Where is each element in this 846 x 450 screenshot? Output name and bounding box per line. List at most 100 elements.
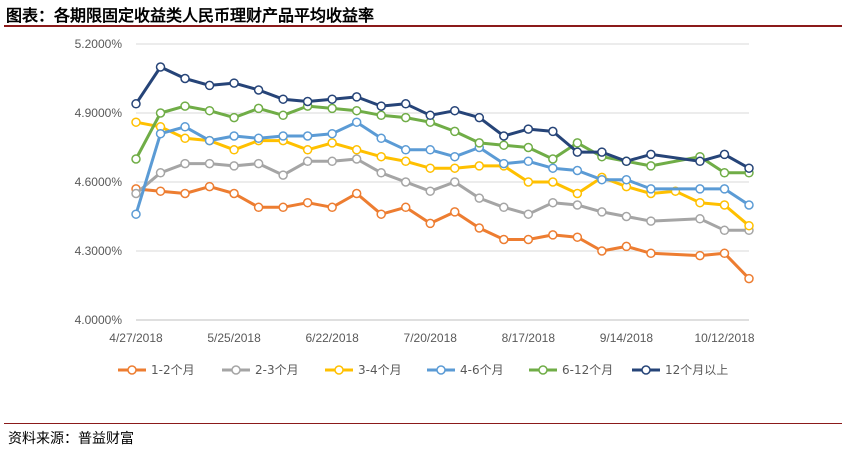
y-tick-label: 4.3000%	[75, 244, 123, 258]
data-point	[302, 197, 313, 208]
data-point	[400, 112, 411, 123]
data-point	[253, 202, 264, 213]
data-point	[400, 99, 411, 109]
x-tick-label: 6/22/2018	[305, 331, 359, 345]
data-point	[646, 149, 656, 160]
data-point	[302, 145, 313, 155]
data-point	[229, 131, 239, 141]
data-point	[253, 85, 264, 95]
data-point	[450, 105, 460, 116]
data-point	[621, 241, 632, 252]
series-lines	[131, 62, 754, 284]
data-point	[376, 168, 386, 178]
x-tick-label: 8/17/2018	[502, 331, 556, 345]
data-point	[450, 126, 460, 137]
data-point	[131, 99, 141, 109]
data-point	[131, 188, 141, 199]
data-point	[155, 128, 166, 139]
data-point	[204, 181, 215, 192]
x-tick-label: 10/12/2018	[694, 331, 754, 345]
data-point	[597, 147, 607, 157]
data-point	[229, 78, 239, 88]
data-point	[572, 232, 583, 242]
legend-marker	[538, 365, 548, 375]
data-point	[572, 188, 583, 199]
x-tick-label: 7/20/2018	[404, 331, 458, 345]
data-point	[719, 248, 730, 259]
data-point	[621, 174, 632, 185]
series-6	[131, 62, 754, 173]
data-point	[155, 108, 166, 118]
legend-label: 1-2个月	[151, 363, 195, 377]
data-point	[229, 112, 239, 123]
data-point	[572, 138, 583, 148]
data-point	[204, 80, 215, 91]
source-rule	[4, 423, 842, 424]
data-point	[499, 234, 509, 245]
data-point	[548, 163, 558, 173]
data-point	[327, 202, 337, 213]
data-point	[548, 197, 558, 208]
data-point	[327, 138, 337, 148]
chart-title: 图表：各期限固定收益类人民币理财产品平均收益率	[6, 6, 375, 25]
data-point	[523, 234, 534, 245]
series-4	[131, 117, 754, 219]
data-point	[376, 209, 386, 219]
data-point	[474, 193, 485, 203]
series-1	[131, 181, 754, 284]
data-point	[302, 156, 313, 167]
data-point	[253, 103, 264, 114]
data-point	[376, 133, 386, 144]
data-point	[327, 103, 337, 114]
legend-label: 6-12个月	[562, 363, 613, 377]
data-point	[180, 133, 190, 144]
data-point	[327, 156, 337, 167]
legend-marker	[641, 365, 651, 375]
data-point	[131, 117, 141, 127]
data-point	[499, 131, 509, 141]
data-point	[695, 184, 705, 194]
data-point	[155, 62, 166, 72]
data-point	[548, 230, 558, 240]
title-rule	[4, 25, 842, 27]
data-point	[646, 161, 656, 171]
data-point	[450, 163, 460, 173]
legend-marker	[231, 365, 241, 375]
legend-marker	[127, 365, 137, 375]
data-point	[646, 184, 656, 194]
data-point	[621, 211, 632, 222]
data-point	[499, 202, 509, 213]
x-tick-label: 5/25/2018	[207, 331, 261, 345]
data-point	[474, 138, 485, 148]
data-point	[499, 158, 509, 169]
data-point	[548, 154, 558, 164]
data-point	[744, 220, 754, 231]
legend-item: 2-3个月	[222, 363, 299, 377]
data-point	[548, 126, 558, 137]
series-line	[134, 104, 749, 175]
data-point	[131, 209, 141, 219]
data-point	[744, 200, 754, 210]
data-point	[474, 112, 485, 123]
data-point	[180, 158, 190, 169]
data-point	[450, 151, 460, 162]
data-point	[204, 158, 215, 169]
data-point	[572, 147, 583, 157]
data-point	[695, 250, 705, 261]
data-point	[450, 177, 460, 187]
data-point	[278, 131, 288, 141]
legend-label: 4-6个月	[460, 363, 504, 377]
data-point	[155, 186, 166, 196]
data-point	[719, 149, 730, 160]
legend-item: 1-2个月	[118, 363, 195, 377]
data-point	[523, 124, 534, 134]
data-point	[719, 225, 730, 236]
data-point	[425, 110, 435, 121]
data-point	[376, 101, 386, 111]
data-point	[351, 117, 362, 127]
data-point	[425, 186, 435, 196]
data-point	[425, 218, 435, 229]
data-point	[229, 145, 239, 155]
